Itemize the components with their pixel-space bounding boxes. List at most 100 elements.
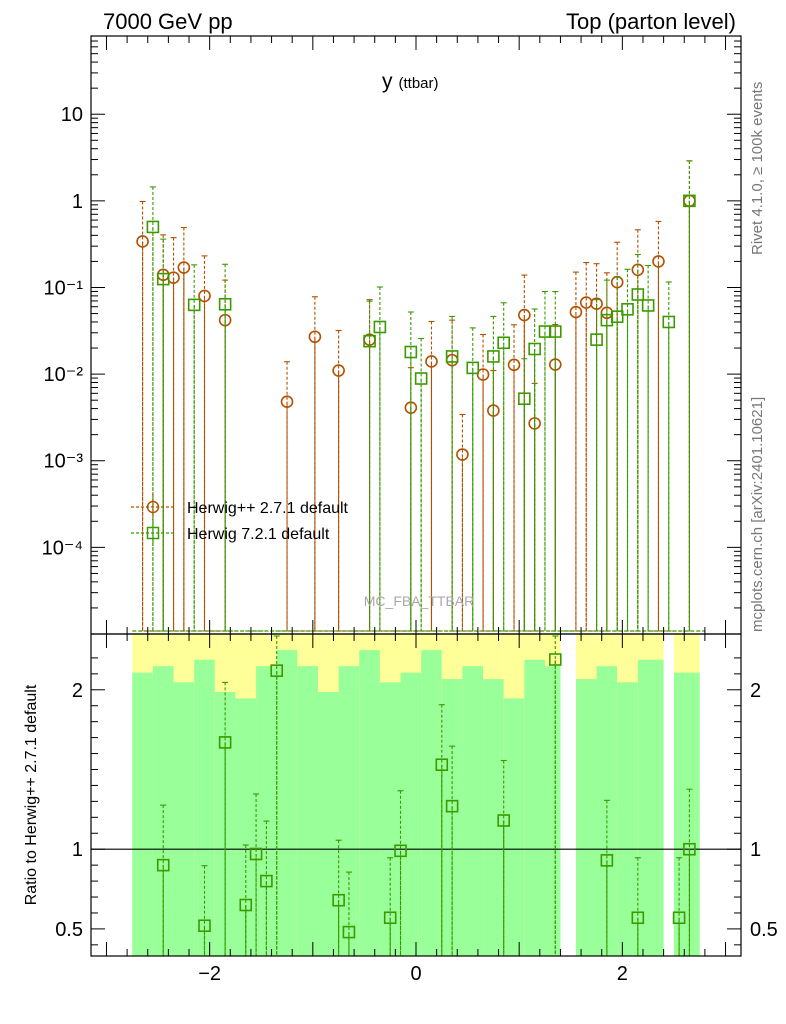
data-point-square [497, 814, 510, 827]
data-point-square [631, 288, 645, 301]
legend-marker-square [146, 526, 160, 540]
band-green [338, 666, 360, 956]
data-point-square [373, 320, 387, 334]
data-point-square [662, 315, 676, 329]
axis-ticks: 10 1 10⁻¹ 10⁻² 10⁻³ 10⁻⁴ −2 0 2 2 2 1 1 0.5 0.5 [42, 35, 778, 985]
y-tick-label: 10⁻¹ [44, 277, 84, 299]
y-tick-label: 10⁻² [44, 364, 84, 386]
ratio-y-tick-label-right: 2 [750, 680, 761, 702]
data-point-square [621, 303, 634, 316]
watermark: MC_FBA_TTBAR [364, 593, 474, 609]
data-point-square [518, 392, 531, 406]
data-point-square [445, 350, 459, 363]
data-point-square [641, 299, 655, 312]
legend-label: Herwig 7.2.1 default [187, 526, 330, 543]
data-point-square [445, 799, 459, 813]
band-green [544, 666, 561, 956]
band-green [673, 672, 700, 956]
data-point-circle [136, 235, 149, 248]
data-point-square [383, 911, 397, 925]
data-point-circle [332, 364, 345, 377]
header-left: 7000 GeV pp [103, 9, 233, 34]
data-point-square [332, 893, 345, 907]
data-point-square [198, 919, 211, 933]
data-point-square [404, 345, 418, 359]
data-point-square [528, 342, 541, 356]
y-tick-label: 10⁻⁴ [42, 537, 83, 559]
data-point-circle [425, 355, 438, 368]
main-frame [90, 35, 742, 635]
data-point-square [548, 653, 562, 666]
band-green [575, 679, 597, 956]
data-point-square [342, 925, 356, 939]
data-point-square [497, 336, 510, 350]
data-point-circle [652, 255, 665, 268]
data-point-square [683, 842, 696, 856]
data-point-square [590, 333, 603, 346]
y-tick-label: 10 [61, 104, 83, 126]
band-green [276, 650, 298, 956]
data-point-square [538, 325, 552, 338]
data-point-square [218, 736, 232, 749]
band-green [235, 698, 257, 956]
band-green [524, 659, 545, 956]
data-point-square [270, 664, 284, 677]
data-point-square [600, 313, 614, 327]
ratio-y-tick-label-right: 0.5 [750, 919, 778, 941]
rivet-version-label: Rivet 4.1.0, ≥ 100k events [749, 82, 766, 255]
data-point-circle [280, 395, 294, 409]
band-green [421, 650, 442, 956]
band-green [317, 691, 339, 956]
legend-label: Herwig++ 2.7.1 default [187, 500, 349, 517]
band-green [503, 698, 525, 956]
ratio-ylabel: Ratio to Herwig++ 2.7.1 default [23, 684, 40, 905]
data-point-circle [518, 308, 531, 322]
band-green [173, 682, 195, 956]
x-tick-label: 0 [410, 963, 421, 985]
data-point-circle [198, 289, 211, 303]
band-green [462, 666, 484, 956]
data-point-square [600, 854, 614, 867]
data-point-circle [456, 448, 469, 461]
main-panel [132, 160, 705, 632]
ratio-y-tick-label: 2 [72, 680, 83, 702]
band-green [194, 659, 215, 956]
data-point-square [683, 194, 696, 208]
data-point-square [466, 361, 480, 375]
data-point-circle [167, 271, 180, 284]
data-point-square [610, 310, 624, 324]
data-point-square [218, 297, 232, 311]
series-line [152, 200, 690, 632]
data-point-square [672, 911, 686, 925]
legend-entry-herwig7: Herwig 7.2.1 default [131, 520, 330, 546]
data-point-square [548, 325, 562, 338]
data-point-square [394, 844, 407, 858]
data-point-square [249, 847, 263, 861]
band-green [617, 682, 638, 956]
data-point-square [487, 350, 500, 363]
header-right: Top (parton level) [566, 9, 736, 34]
ratio-y-tick-label: 0.5 [55, 919, 83, 941]
band-green [359, 650, 380, 956]
ratio-uncertainty-bands [132, 634, 700, 956]
band-green [400, 672, 422, 956]
ratio-y-tick-label: 1 [72, 839, 83, 861]
data-point-square [631, 911, 645, 925]
data-point-circle [177, 261, 191, 274]
y-tick-label: 10⁻³ [44, 451, 84, 473]
data-point-circle [476, 368, 490, 381]
data-point-square [414, 372, 428, 385]
legend-entry-herwigpp: Herwig++ 2.7.1 default [131, 494, 349, 520]
data-point-circle [579, 296, 593, 309]
mcplots-label: mcplots.cern.ch [arXiv:2401.10621] [749, 397, 766, 632]
data-point-square [260, 874, 273, 888]
data-point-circle [507, 358, 521, 372]
data-point-square [187, 298, 201, 312]
ratio-y-tick-label-right: 1 [750, 839, 761, 861]
legend: Herwig++ 2.7.1 default Herwig 7.2.1 defa… [131, 494, 349, 546]
ratio-panel [91, 635, 741, 957]
x-tick-label: 2 [617, 963, 628, 985]
data-point-square [146, 220, 160, 234]
band-green [637, 659, 664, 956]
